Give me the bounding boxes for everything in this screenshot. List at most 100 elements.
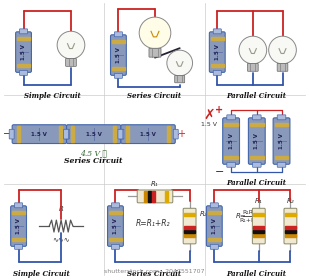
Text: R₁: R₁ (151, 181, 159, 186)
FancyBboxPatch shape (173, 129, 178, 139)
Circle shape (269, 36, 296, 64)
FancyBboxPatch shape (183, 208, 196, 244)
Text: 1.5 V: 1.5 V (86, 132, 102, 137)
Text: Simple Circuit: Simple Circuit (13, 270, 70, 277)
Text: Series Circuit: Series Circuit (127, 92, 181, 100)
Bar (224, 156, 238, 159)
FancyBboxPatch shape (227, 115, 235, 120)
Text: 1.5 V: 1.5 V (32, 132, 47, 137)
Text: −: − (3, 129, 11, 139)
Bar (208, 211, 221, 214)
FancyBboxPatch shape (252, 208, 265, 244)
Bar (253, 230, 264, 233)
Text: +: + (215, 105, 223, 115)
Bar (184, 234, 195, 237)
Bar (152, 191, 155, 202)
FancyBboxPatch shape (284, 208, 297, 244)
Bar (112, 40, 125, 43)
Bar (126, 126, 129, 142)
Bar (109, 211, 122, 214)
FancyBboxPatch shape (19, 70, 28, 75)
FancyBboxPatch shape (111, 35, 126, 75)
FancyBboxPatch shape (273, 118, 290, 164)
FancyBboxPatch shape (19, 29, 28, 34)
Text: R₁R₂: R₁R₂ (242, 210, 256, 215)
Text: 1.5 V: 1.5 V (201, 122, 217, 127)
Text: shutterstock.com · 2047551707: shutterstock.com · 2047551707 (104, 269, 204, 274)
FancyBboxPatch shape (119, 129, 124, 139)
FancyBboxPatch shape (252, 162, 261, 167)
Text: Series Circuit: Series Circuit (127, 270, 181, 277)
Bar (184, 213, 195, 216)
Text: 1.5 V: 1.5 V (113, 218, 118, 234)
Bar (275, 123, 288, 126)
FancyBboxPatch shape (210, 203, 218, 208)
Bar (113, 126, 116, 142)
Bar (71, 126, 74, 142)
FancyBboxPatch shape (65, 129, 70, 139)
Text: 1.5 V: 1.5 V (21, 44, 26, 60)
FancyBboxPatch shape (213, 70, 221, 75)
Bar (184, 226, 195, 229)
FancyBboxPatch shape (112, 203, 120, 208)
Bar (17, 37, 30, 40)
Text: 1.5 V: 1.5 V (229, 133, 234, 149)
FancyBboxPatch shape (114, 32, 122, 37)
FancyBboxPatch shape (12, 125, 66, 144)
Text: Parallel Circuit: Parallel Circuit (226, 179, 286, 186)
Bar (144, 191, 147, 202)
FancyBboxPatch shape (137, 190, 173, 203)
Text: R=: R= (236, 213, 247, 219)
FancyBboxPatch shape (121, 125, 175, 144)
Text: R₁: R₁ (255, 198, 263, 204)
FancyBboxPatch shape (114, 73, 122, 78)
FancyBboxPatch shape (206, 206, 222, 246)
Text: +: + (177, 129, 185, 139)
FancyBboxPatch shape (210, 244, 218, 249)
Text: Series Circuit: Series Circuit (65, 157, 123, 165)
FancyBboxPatch shape (277, 115, 286, 120)
FancyBboxPatch shape (277, 162, 286, 167)
FancyBboxPatch shape (210, 32, 225, 72)
Text: 4.5 V ✓: 4.5 V ✓ (80, 149, 107, 157)
Bar (12, 239, 25, 241)
Bar (250, 156, 264, 159)
FancyBboxPatch shape (64, 129, 69, 139)
FancyBboxPatch shape (9, 129, 14, 139)
FancyBboxPatch shape (248, 63, 258, 71)
FancyBboxPatch shape (112, 244, 120, 249)
Bar (275, 156, 288, 159)
FancyBboxPatch shape (66, 59, 76, 66)
FancyBboxPatch shape (227, 162, 235, 167)
Bar (17, 64, 30, 67)
FancyBboxPatch shape (248, 118, 265, 164)
FancyBboxPatch shape (15, 244, 23, 249)
FancyBboxPatch shape (15, 203, 23, 208)
Text: Simple Circuit: Simple Circuit (24, 92, 81, 100)
Text: 1.5 V: 1.5 V (212, 218, 217, 234)
Bar (285, 230, 296, 233)
Text: R₂: R₂ (287, 198, 294, 204)
Bar (148, 191, 151, 202)
Circle shape (239, 36, 267, 64)
FancyBboxPatch shape (175, 75, 185, 83)
Text: Parallel Circuit: Parallel Circuit (226, 270, 286, 277)
Bar (285, 213, 296, 216)
Bar (250, 123, 264, 126)
Circle shape (57, 31, 85, 59)
Text: 1.5 V: 1.5 V (254, 133, 259, 149)
Bar (184, 230, 195, 233)
FancyBboxPatch shape (149, 48, 161, 57)
Text: ∿∿∿: ∿∿∿ (52, 236, 70, 242)
FancyBboxPatch shape (11, 206, 27, 246)
Text: ✗: ✗ (204, 108, 215, 122)
FancyBboxPatch shape (66, 125, 121, 144)
Text: −: − (214, 167, 224, 177)
Bar (285, 234, 296, 237)
Text: 1.5 V: 1.5 V (116, 47, 121, 63)
Text: Parallel Circuit: Parallel Circuit (226, 92, 286, 100)
Bar (59, 126, 61, 142)
FancyBboxPatch shape (16, 32, 32, 72)
FancyBboxPatch shape (252, 115, 261, 120)
Circle shape (139, 17, 171, 49)
